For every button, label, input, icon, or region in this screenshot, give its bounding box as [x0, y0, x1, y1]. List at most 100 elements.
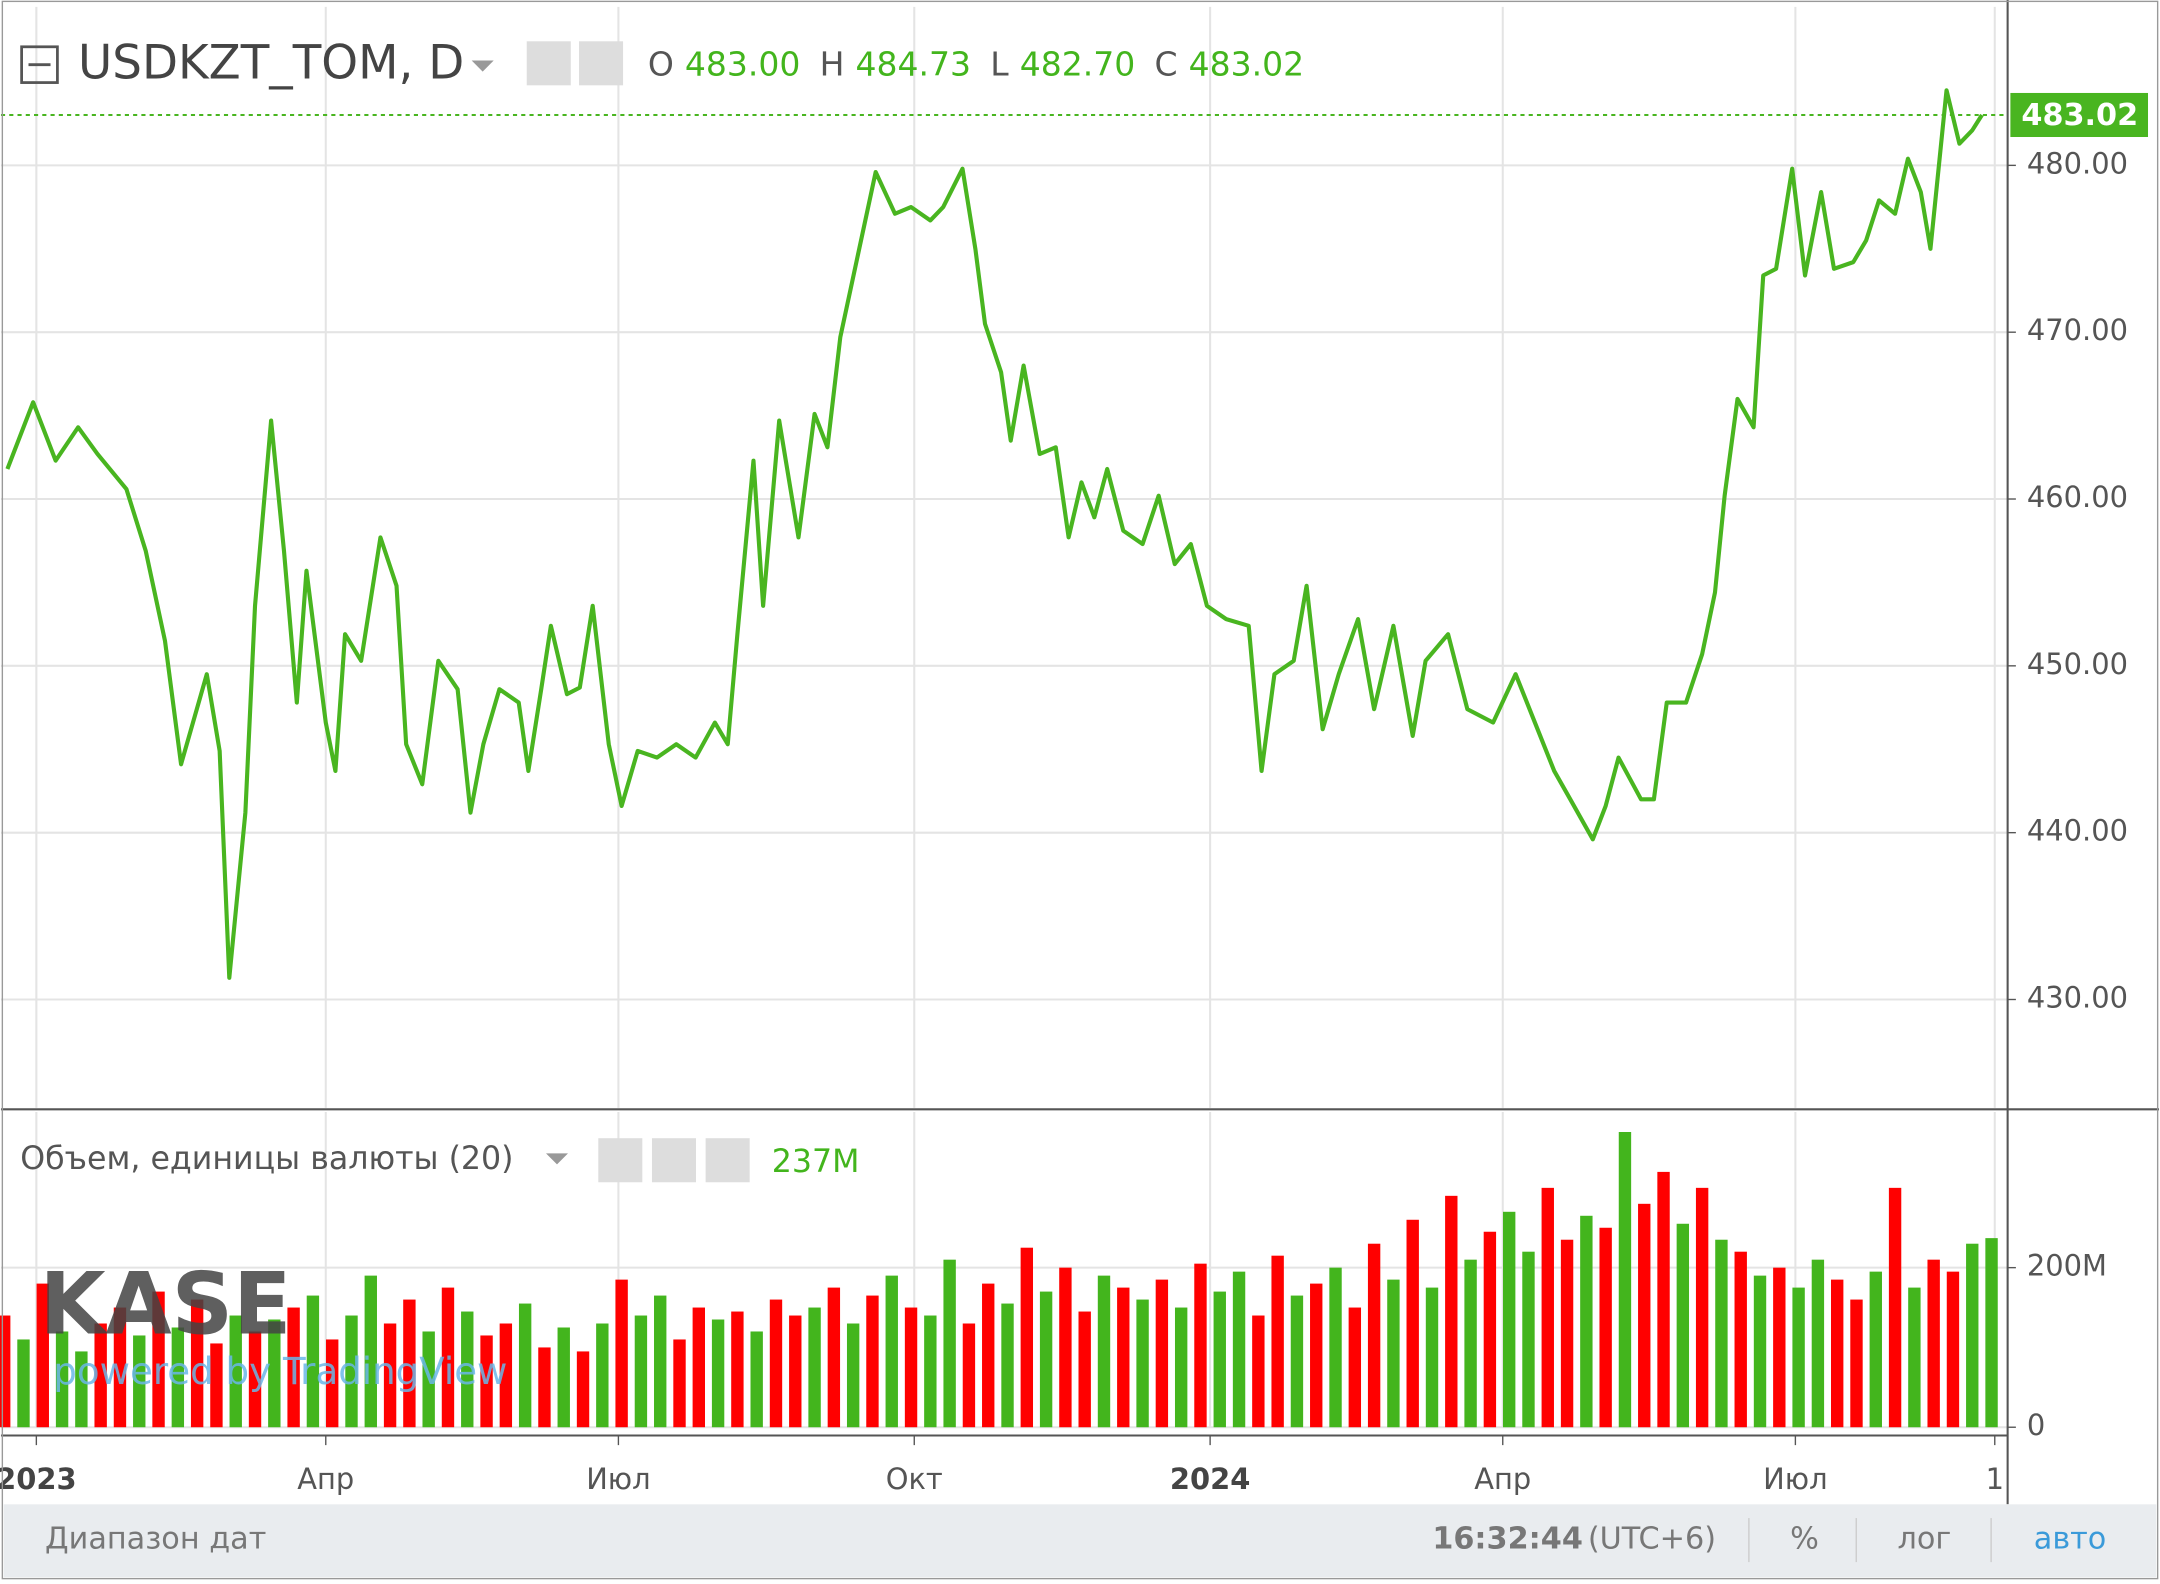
volume-bar — [1850, 1299, 1863, 1428]
volume-bar — [94, 1323, 107, 1428]
volume-bar — [1232, 1271, 1246, 1428]
dropdown-icon[interactable] — [545, 1153, 569, 1165]
volume-bar — [1908, 1287, 1921, 1428]
volume-bar — [789, 1315, 802, 1428]
clock: 16:32:44 — [1432, 1522, 1583, 1557]
timezone[interactable]: (UTC+6) — [1588, 1522, 1716, 1557]
volume-bar — [345, 1315, 358, 1428]
settings-button[interactable] — [579, 41, 624, 86]
volume-bar — [673, 1339, 686, 1428]
y-tick-label: 460.00 — [2027, 480, 2128, 514]
volume-bar — [248, 1331, 262, 1428]
date-range[interactable]: Диапазон дат — [45, 1522, 266, 1557]
last-price-label: 483.02 — [2021, 98, 2138, 133]
volume-bar — [1580, 1215, 1593, 1428]
volume-bar — [1734, 1251, 1747, 1428]
volume-bar — [326, 1339, 339, 1428]
volume-bar — [1927, 1259, 1940, 1428]
volume-bar — [615, 1279, 628, 1428]
x-tick-label: Апр — [1474, 1462, 1531, 1496]
volume-bar — [731, 1311, 744, 1428]
x-tick-label: 2023 — [0, 1462, 77, 1496]
volume-bar — [904, 1307, 918, 1428]
volume-bar — [113, 1307, 127, 1428]
volume-bar — [152, 1291, 165, 1428]
volume-bar — [576, 1351, 590, 1428]
x-tick-label: Июл — [1763, 1462, 1827, 1496]
log-toggle[interactable]: лог — [1898, 1522, 1952, 1557]
volume-bar — [982, 1283, 995, 1428]
y-tick-label: 480.00 — [2027, 146, 2128, 180]
ohlc-value: 484.73 — [855, 45, 971, 84]
volume-bar — [1985, 1238, 1998, 1428]
volume-bar — [1348, 1307, 1362, 1428]
volume-bar — [1406, 1219, 1419, 1428]
last-price-tag — [2010, 92, 2149, 138]
x-tick-label: Окт — [886, 1462, 943, 1496]
volume-bar — [1464, 1259, 1477, 1428]
volume-bar — [306, 1295, 320, 1428]
marks: 483.02 — [0, 88, 2149, 1428]
eye-button[interactable] — [526, 41, 571, 86]
volume-bar — [364, 1275, 377, 1428]
volume-bar — [1888, 1187, 1902, 1428]
ohlc: O 483.00 H 484.73 L 482.70 C 483.02 — [648, 45, 1304, 84]
volume-bar — [943, 1259, 956, 1428]
close-button[interactable] — [705, 1138, 750, 1183]
volume-bar — [1695, 1187, 1709, 1428]
volume-bar — [1753, 1275, 1767, 1428]
volume-bar — [1831, 1279, 1844, 1428]
volume-bar — [1117, 1287, 1130, 1428]
volume-bar — [692, 1307, 705, 1428]
volume-bar — [17, 1339, 30, 1428]
volume-bar — [1329, 1267, 1342, 1428]
volume-bar — [1618, 1132, 1632, 1428]
collapse-button[interactable] — [20, 45, 59, 84]
volume-bar — [133, 1335, 146, 1428]
volume-bar — [1502, 1211, 1516, 1428]
volume-bar — [55, 1331, 69, 1428]
volume-bar — [596, 1323, 609, 1428]
volume-bar — [1387, 1279, 1400, 1428]
volume-bar — [499, 1323, 513, 1428]
volume-bar — [480, 1335, 493, 1428]
volume-bar — [1715, 1239, 1728, 1428]
settings-button[interactable] — [651, 1138, 697, 1183]
ohlc-key: C — [1155, 45, 1178, 84]
volume-bar — [461, 1311, 474, 1428]
volume-bar — [1676, 1223, 1690, 1428]
volume-bar — [1039, 1291, 1053, 1428]
volume-bar — [866, 1295, 879, 1428]
volume-bar — [441, 1287, 455, 1428]
grid: 430.00 440.00 450.00 460.00 470.00 480.00 2023… — [0, 6, 2128, 1496]
volume-bar — [711, 1319, 725, 1428]
ohlc-value: 483.00 — [685, 45, 801, 84]
volume-bar — [75, 1351, 88, 1428]
percent-toggle[interactable]: % — [1790, 1522, 1819, 1557]
price-line — [5, 88, 1984, 980]
volume-title[interactable]: Объем, единицы валюты (20) — [20, 1141, 513, 1177]
y-tick-label: 200M — [2027, 1249, 2107, 1283]
volume-bar — [1252, 1315, 1265, 1428]
volume-bar — [808, 1307, 821, 1428]
x-tick-label: Июл — [586, 1462, 650, 1496]
volume-bar — [190, 1299, 204, 1428]
volume-bar — [518, 1303, 532, 1428]
ohlc-value: 483.02 — [1189, 45, 1305, 84]
eye-button[interactable] — [598, 1138, 643, 1183]
volume-bar — [1310, 1283, 1323, 1428]
volume-bar — [1367, 1243, 1381, 1428]
volume-bar — [654, 1295, 667, 1428]
volume-bar — [1290, 1295, 1304, 1428]
volume-bar — [1599, 1227, 1612, 1428]
symbol[interactable]: USDKZT_TOM, D — [78, 37, 464, 91]
volume-bar — [171, 1327, 185, 1428]
volume-bar — [268, 1319, 281, 1428]
y-tick-label: 470.00 — [2027, 313, 2128, 347]
ohlc-key: L — [990, 45, 1009, 84]
auto-toggle[interactable]: авто — [2034, 1522, 2107, 1557]
dropdown-icon[interactable] — [471, 60, 494, 72]
volume-bar — [229, 1315, 242, 1428]
volume-bar — [1657, 1171, 1670, 1428]
